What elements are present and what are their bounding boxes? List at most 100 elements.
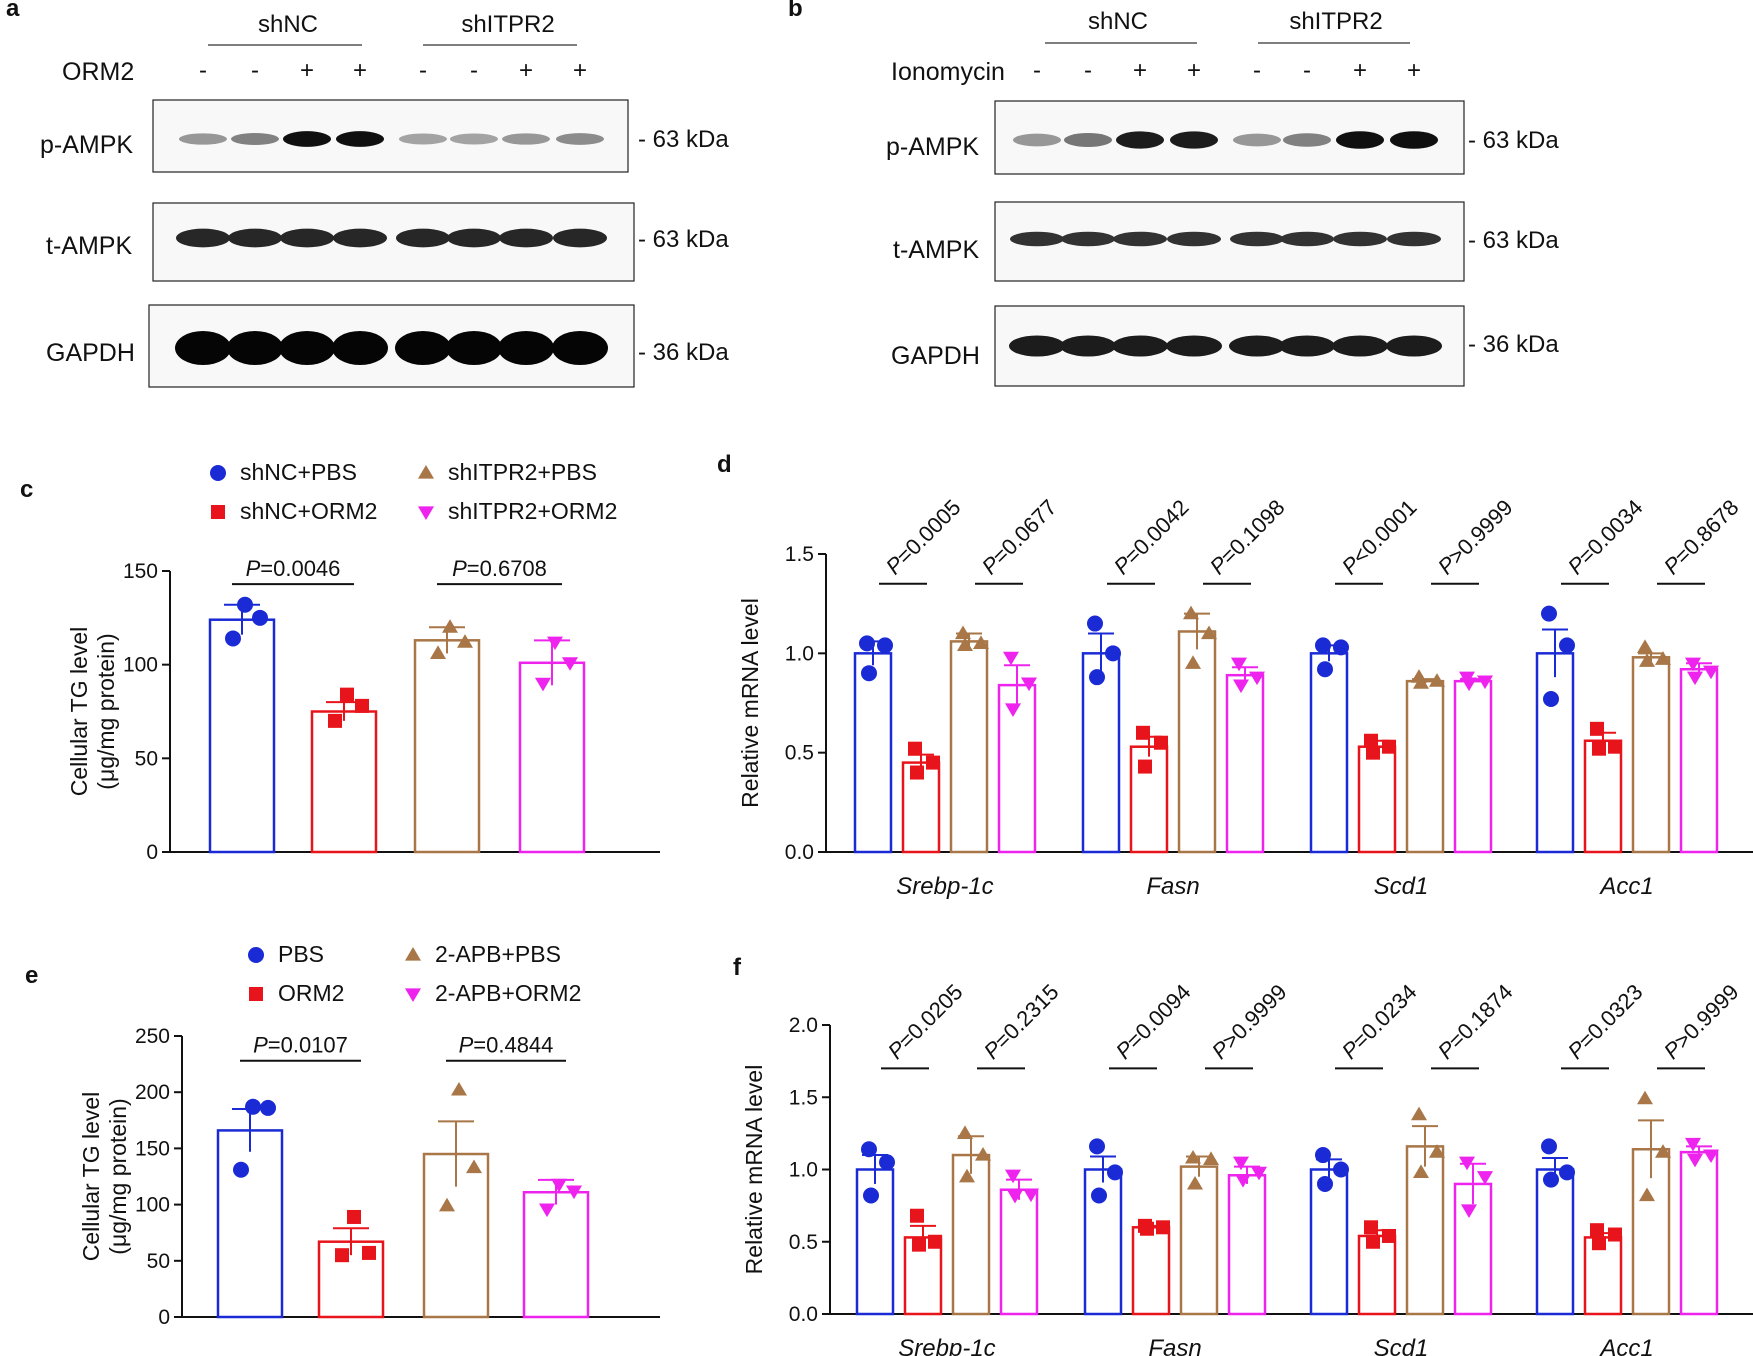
data-point [1477,675,1493,690]
data-point [355,698,369,713]
data-point [1364,1220,1378,1235]
p-symbol: P [459,1033,474,1058]
y-tick-label: 100 [123,654,158,677]
data-point [1543,691,1559,708]
data-point [405,947,421,961]
wb-band [446,331,502,365]
data-point [928,1234,942,1249]
x-category-label: Fasn [1148,1335,1201,1356]
wb-a-group-shitpr2: shITPR2 [461,11,554,38]
y-tick-label: 0.0 [789,1303,818,1326]
p-value-text: =0.0234 [1347,979,1421,1053]
data-point [551,1178,567,1193]
y-tick-label: 1.5 [785,543,814,566]
p-value-label: P=0.1098 [1205,495,1290,580]
p-value-text: =0.0323 [1573,979,1647,1053]
y-tick-label: 0 [158,1306,170,1329]
wb-a-membrane-pampk [152,99,629,173]
data-point [959,1168,975,1183]
wb-b-label-tampk: t-AMPK [893,236,979,264]
wb-band [502,133,550,145]
wb-band [1333,231,1387,247]
wb-lane-sign: - [1303,57,1311,84]
data-point [1235,1174,1251,1188]
y-axis-title: Cellular TG level [78,1092,104,1262]
western-blot-a: shNC shITPR2 ORM2 - - + + - - + + p-AMPK t-AMPK… [40,11,729,388]
data-point [451,1081,467,1096]
data-point [1366,745,1380,760]
data-point [1637,639,1653,653]
data-point [1382,739,1396,754]
x-category-label: Scd1 [1374,1335,1429,1356]
p-value-text: >0.9999 [1669,979,1743,1053]
wb-band [1283,133,1331,147]
legend-label: 2-APB+PBS [435,941,561,967]
data-point [1364,733,1378,748]
data-point [405,988,421,1002]
y-tick-label: 50 [147,1250,170,1273]
bar [1583,739,1623,854]
wb-band [1336,131,1384,149]
wb-band [1280,231,1334,247]
data-point [926,755,940,770]
data-point [1023,1188,1039,1203]
y-axis-title: Relative mRNA level [741,1065,767,1275]
p-value-label: P=0.6708 [452,556,547,581]
data-point [1655,1144,1671,1158]
data-point [1317,661,1333,678]
wb-band [1060,335,1116,357]
data-point [362,1245,376,1260]
wb-b-kda-gapdh: - 36 kDa [1468,331,1559,358]
wb-b-treatment-label: Ionomycin [891,58,1005,86]
data-point [1543,1171,1559,1188]
wb-band [1010,231,1064,247]
y-axis-subtitle: (μg/mg protein) [105,1098,131,1254]
data-point [547,636,563,651]
wb-band [399,133,447,145]
wb-b-kda-tampk: - 63 kDa [1468,227,1559,254]
data-point [210,465,226,481]
wb-lane-sign: + [353,57,367,84]
bar [310,710,378,854]
wb-lane-sign: - [199,57,207,84]
p-value-text: =0.8678 [1669,495,1743,569]
wb-band [396,228,450,248]
data-point [1005,1169,1021,1184]
panel-letter-e: e [25,962,38,989]
x-category-label: Acc1 [1598,1335,1653,1356]
data-point [955,625,971,640]
data-point [1461,677,1477,692]
legend-label: shNC+ORM2 [240,498,377,524]
wb-lane-sign: + [1407,57,1421,84]
wb-band [498,331,554,365]
data-point [252,609,268,626]
wb-band [279,331,335,365]
data-point [1154,735,1168,750]
y-tick-label: 100 [135,1194,170,1217]
panel-letter-b: b [788,0,803,22]
p-value-label: P=0.0005 [881,495,966,580]
data-point [877,637,893,654]
wb-band [283,131,331,147]
data-point [1091,1187,1107,1204]
y-axis-title: Cellular TG level [66,627,92,797]
data-point [1687,671,1703,686]
x-category-label: Fasn [1146,873,1199,900]
wb-band [228,228,282,248]
panel-letter-d: d [717,451,732,478]
p-value-label: P=0.0034 [1563,495,1648,580]
data-point [863,1187,879,1204]
data-point [1107,1164,1123,1181]
p-value-label: P=0.0234 [1337,979,1422,1064]
western-blot-b: shNC shITPR2 Ionomycin - - + + - - + + p-AMPK t… [886,8,1559,387]
wb-lane-sign: + [519,57,533,84]
p-value-label: P=0.0094 [1111,979,1196,1064]
wb-a-group-shnc: shNC [258,11,318,38]
bar [1535,1168,1575,1316]
wb-a-label-gapdh: GAPDH [46,339,135,367]
y-tick-label: 1.0 [785,642,814,665]
data-point [1333,639,1349,656]
wb-band [1390,131,1438,149]
data-point [957,1125,973,1139]
